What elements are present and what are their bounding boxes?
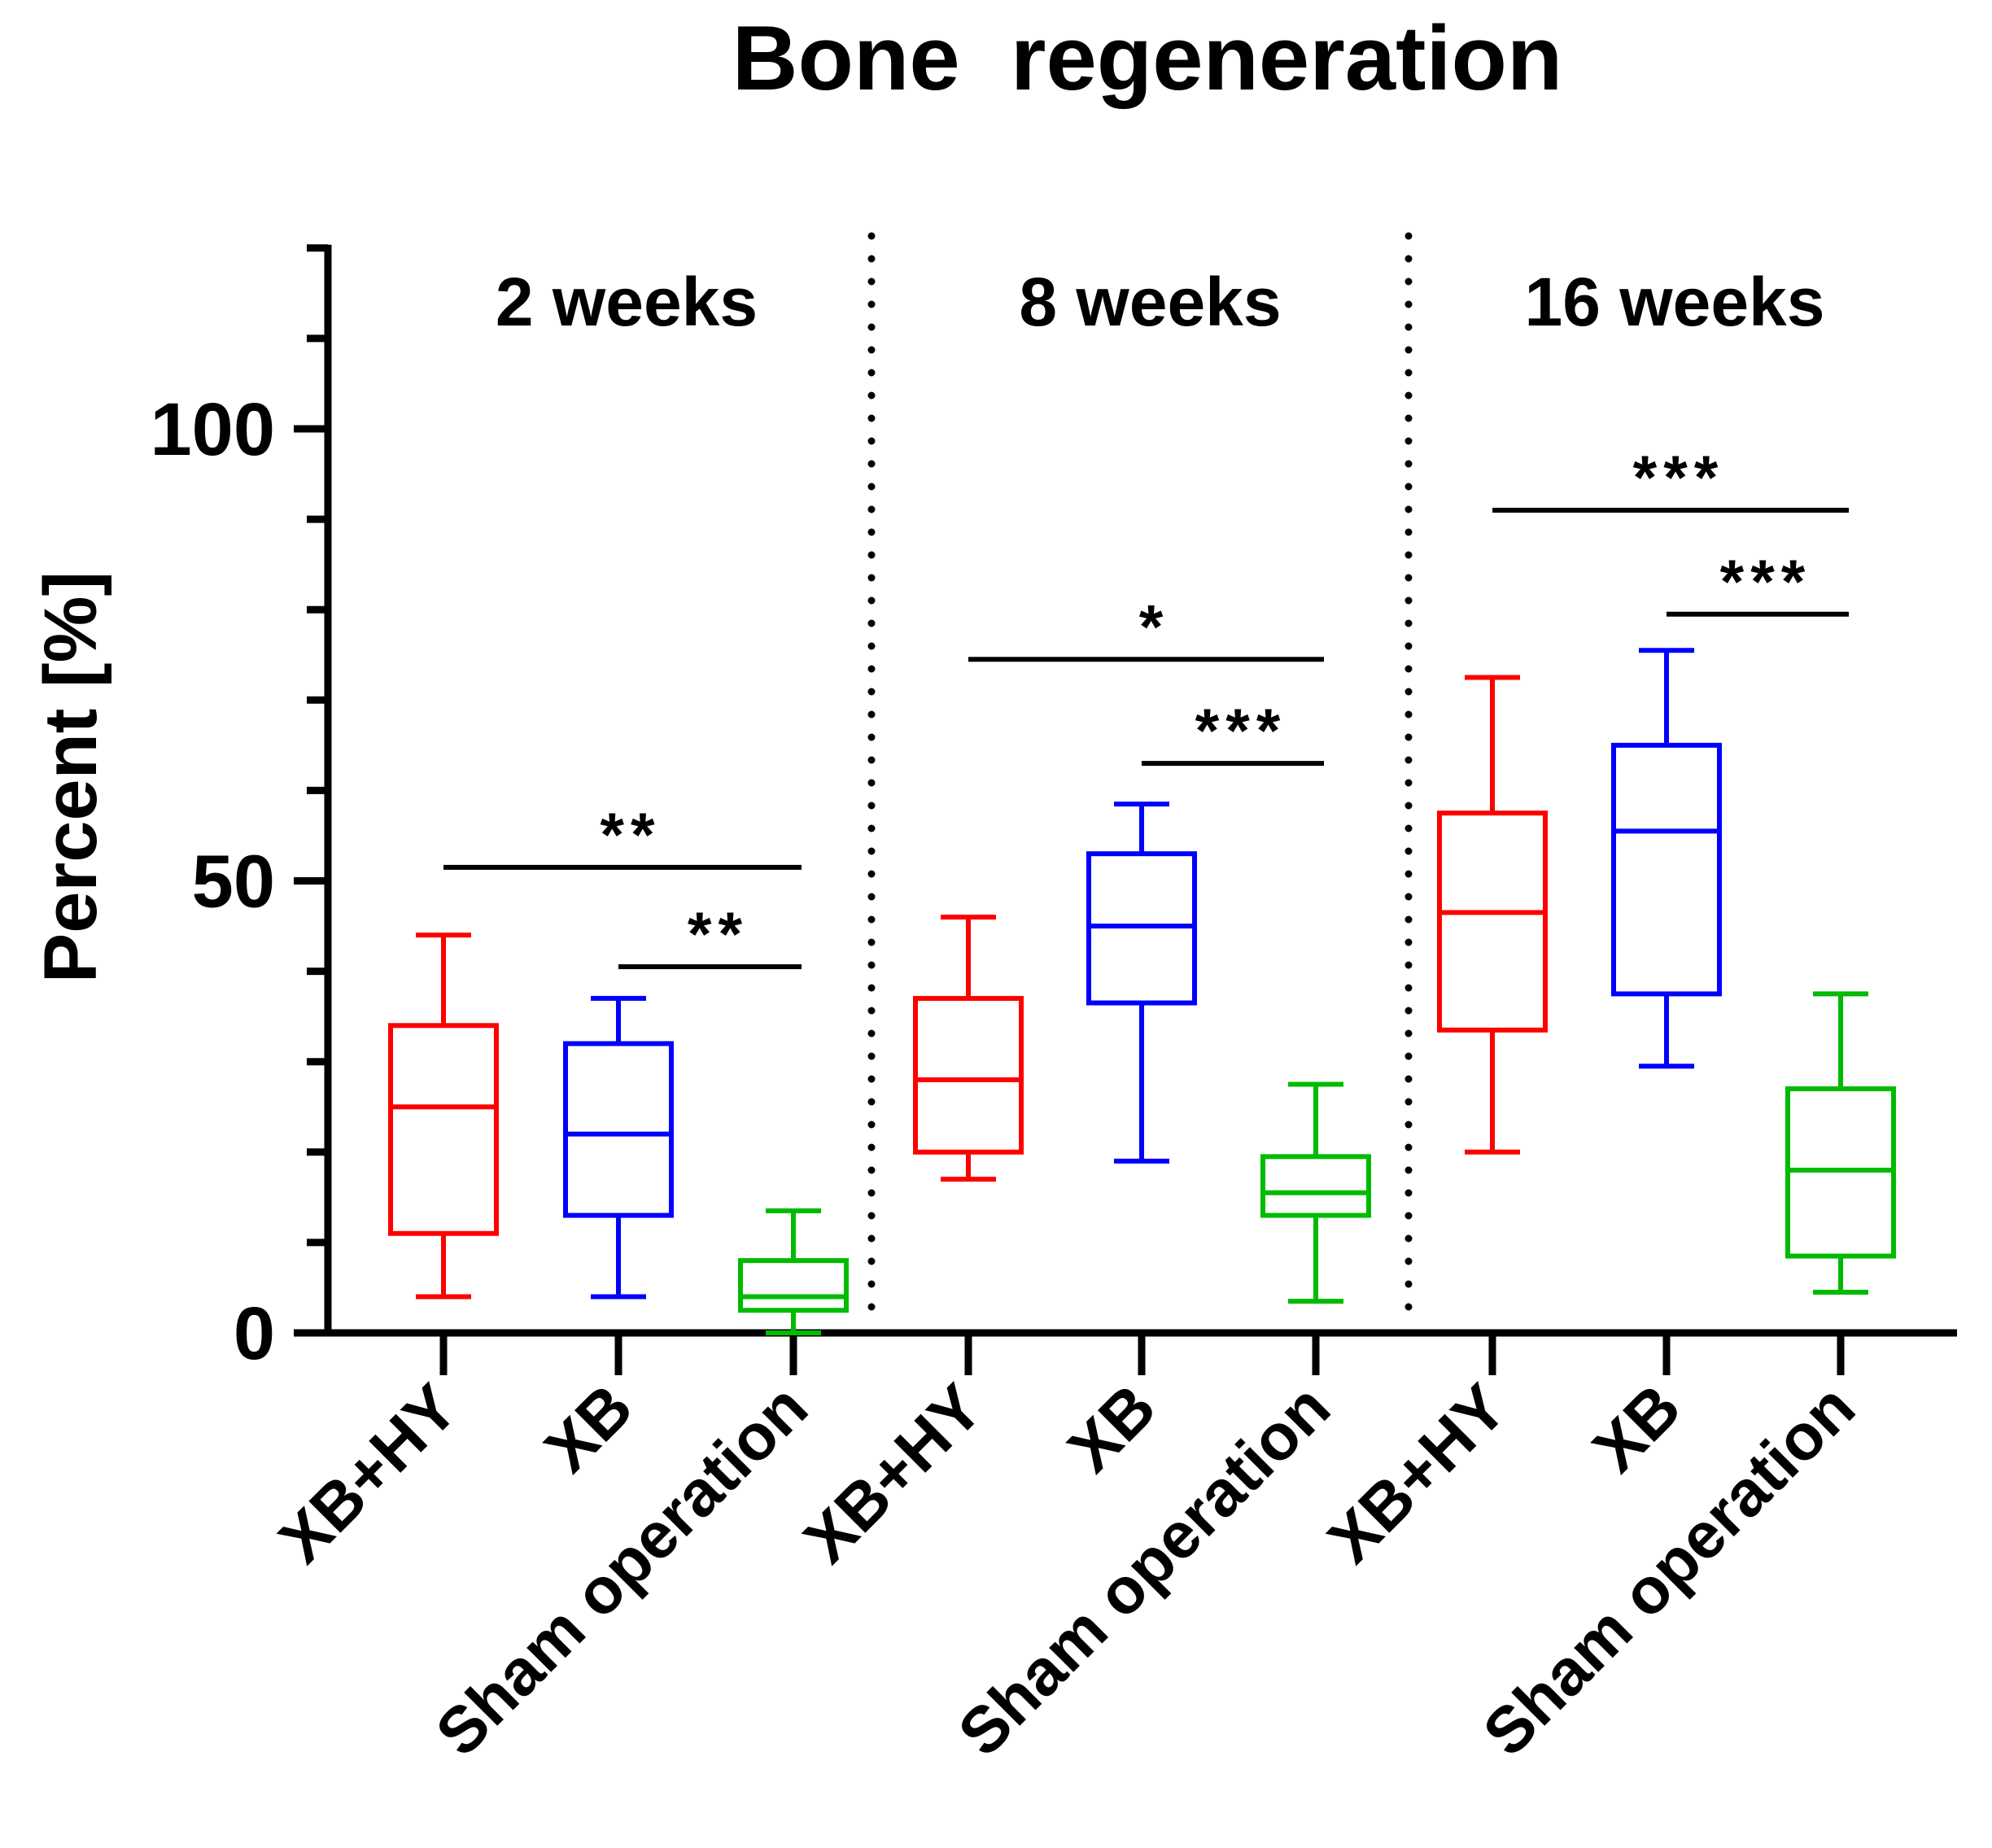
iqr-box	[563, 1041, 674, 1218]
significance-label: *	[1139, 592, 1170, 662]
x-tick-label: XB+HY	[1314, 1370, 1520, 1576]
y-axis-label: Percent [%]	[29, 571, 112, 983]
box-xb-hy	[388, 933, 499, 1300]
box-xb	[563, 995, 674, 1300]
iqr-box	[1437, 810, 1548, 1033]
group-title: 2 weeks	[496, 264, 758, 340]
significance-label: **	[600, 801, 661, 870]
x-tick-label: XB+HY	[790, 1370, 996, 1576]
box-sham-operation	[1785, 991, 1896, 1295]
box-xb-hy	[1437, 675, 1548, 1155]
box-sham-operation	[738, 1208, 849, 1335]
iqr-box	[388, 1023, 499, 1236]
box-xb	[1086, 802, 1197, 1164]
significance-label: ***	[1195, 697, 1287, 766]
y-tick-label: 0	[234, 1292, 275, 1375]
plot-area: 2 weeks****8 weeks****16 weeks******	[388, 264, 1896, 1335]
iqr-box	[1611, 742, 1722, 997]
x-tick-label: XB	[531, 1370, 647, 1486]
group-2-weeks: 2 weeks ** **	[388, 264, 849, 1335]
iqr-box	[1260, 1154, 1371, 1218]
chart-title: Bone regeneration	[732, 7, 1563, 109]
group-title: 8 weeks	[1019, 264, 1281, 340]
x-tick-label: XB	[1579, 1370, 1695, 1486]
x-tick-label: XB+HY	[265, 1370, 471, 1576]
group-title: 16 weeks	[1525, 264, 1825, 340]
box-xb-hy	[913, 914, 1024, 1182]
significance-label: ***	[1720, 548, 1812, 617]
significance-label: ***	[1633, 443, 1725, 513]
y-tick-label: 50	[192, 841, 275, 924]
significance-label: **	[688, 900, 749, 969]
x-tick-label: XB	[1055, 1370, 1170, 1486]
iqr-box	[738, 1258, 849, 1313]
group-8-weeks: 8 weeks****	[913, 264, 1371, 1304]
iqr-box	[913, 995, 1024, 1155]
box-sham-operation	[1260, 1081, 1371, 1304]
y-tick-label: 100	[151, 388, 276, 471]
box-xb	[1611, 648, 1722, 1069]
group-16-weeks: 16 weeks *** ***	[1437, 264, 1896, 1295]
